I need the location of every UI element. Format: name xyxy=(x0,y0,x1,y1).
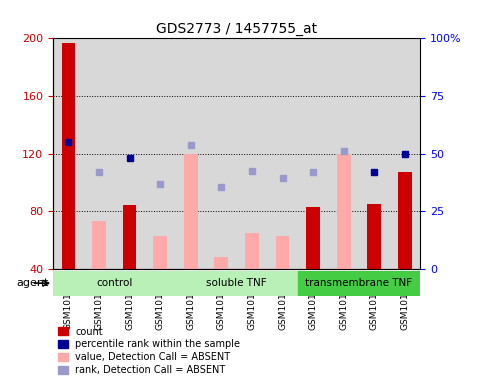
Bar xyxy=(114,38,145,269)
Bar xyxy=(145,38,175,269)
Title: GDS2773 / 1457755_at: GDS2773 / 1457755_at xyxy=(156,22,317,36)
Bar xyxy=(175,271,298,296)
Bar xyxy=(298,271,420,296)
Text: agent: agent xyxy=(16,278,48,288)
Text: control: control xyxy=(96,278,132,288)
Legend: count, percentile rank within the sample, value, Detection Call = ABSENT, rank, : count, percentile rank within the sample… xyxy=(58,326,241,375)
Bar xyxy=(153,236,167,269)
Bar xyxy=(92,221,106,269)
Bar xyxy=(123,205,137,269)
Bar xyxy=(337,154,351,269)
Bar xyxy=(206,38,237,269)
Bar xyxy=(237,38,267,269)
Bar xyxy=(245,233,259,269)
Text: soluble TNF: soluble TNF xyxy=(206,278,267,288)
Bar xyxy=(368,204,381,269)
Text: transmembrane TNF: transmembrane TNF xyxy=(305,278,412,288)
Bar xyxy=(53,271,175,296)
Bar xyxy=(328,38,359,269)
Bar xyxy=(298,38,328,269)
Bar xyxy=(53,38,84,269)
Bar xyxy=(276,236,289,269)
Bar xyxy=(61,43,75,269)
Bar xyxy=(84,38,114,269)
Bar xyxy=(306,207,320,269)
Bar xyxy=(267,38,298,269)
Bar xyxy=(359,38,390,269)
Bar xyxy=(390,38,420,269)
Bar xyxy=(184,154,198,269)
Bar xyxy=(398,172,412,269)
Bar xyxy=(214,257,228,269)
Bar xyxy=(175,38,206,269)
